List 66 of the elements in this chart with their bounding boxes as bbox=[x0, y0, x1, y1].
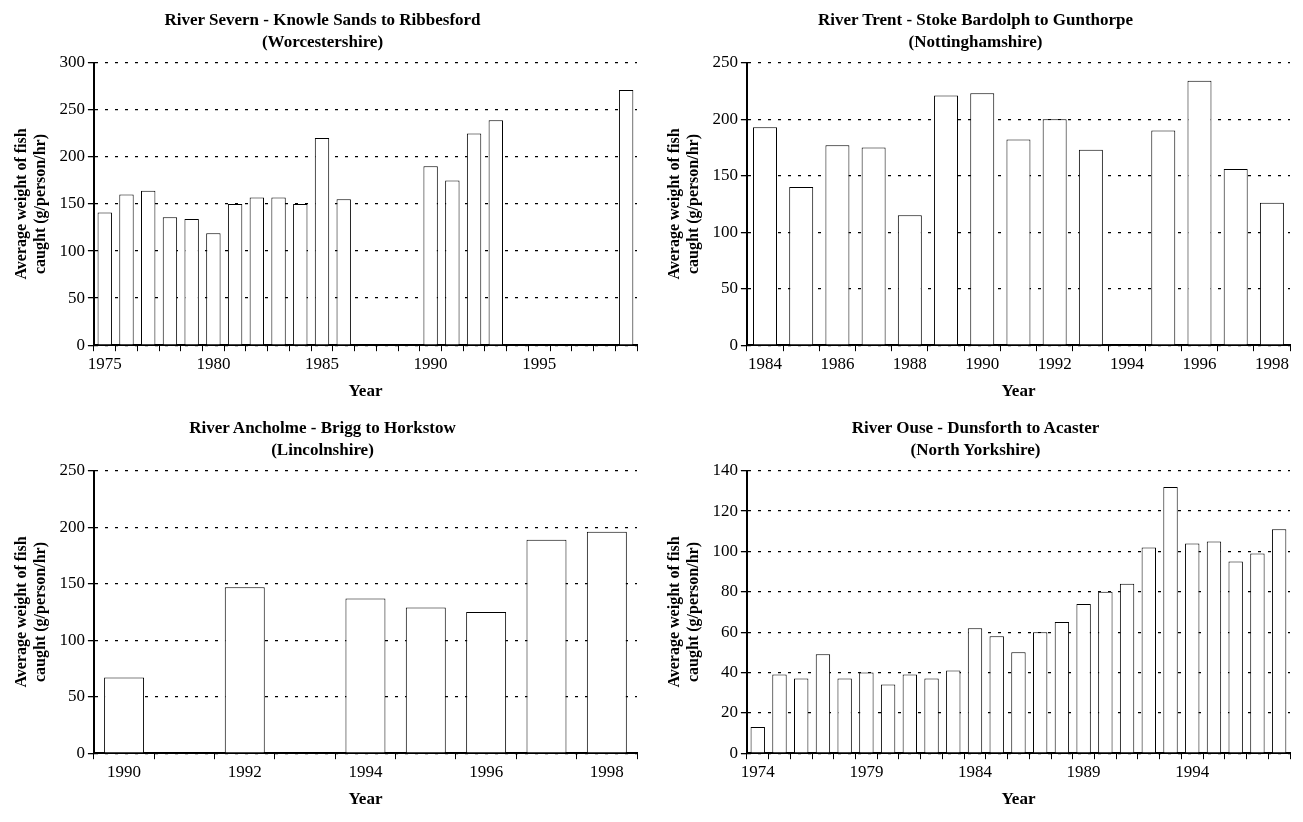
x-tick-label: 1998 bbox=[1254, 353, 1289, 373]
x-tick-label: 1974 bbox=[740, 761, 776, 781]
y-tick-label: 20 bbox=[720, 702, 738, 722]
y-tick-label: 150 bbox=[712, 165, 738, 185]
x-tick-label: 1992 bbox=[227, 761, 262, 781]
y-tick-label: 120 bbox=[712, 500, 738, 520]
chart-subtitle: (Nottinghamshire) bbox=[908, 31, 1043, 51]
x-tick-label: 1996 bbox=[469, 761, 504, 781]
y-tick-label: 50 bbox=[67, 287, 85, 307]
y-tick-label: 50 bbox=[67, 686, 85, 706]
y-tick-label: 50 bbox=[720, 278, 738, 298]
x-axis-title: Year bbox=[1001, 789, 1036, 809]
chart-subtitle: (Worcestershire) bbox=[261, 31, 384, 51]
x-tick-label: 1994 bbox=[348, 761, 383, 781]
x-tick-label: 1992 bbox=[1037, 353, 1072, 373]
x-tick-label: 1988 bbox=[892, 353, 927, 373]
x-tick-label: 1990 bbox=[107, 761, 142, 781]
y-tick-label: 140 bbox=[712, 460, 738, 480]
y-tick-label: 200 bbox=[712, 108, 738, 128]
y-axis-title: Average weight of fish caught (g/person/hr) bbox=[11, 128, 49, 280]
x-tick-label: 1984 bbox=[748, 353, 783, 373]
x-tick-label: 1989 bbox=[1066, 761, 1101, 781]
y-tick-label: 100 bbox=[59, 240, 85, 260]
y-tick-label: 150 bbox=[59, 193, 85, 213]
x-tick-label: 1986 bbox=[820, 353, 855, 373]
chart-title: River Ancholme - Brigg to Horkstow bbox=[189, 417, 457, 437]
y-tick-label: 100 bbox=[712, 221, 738, 241]
x-tick-label: 1990 bbox=[413, 353, 448, 373]
x-tick-label: 1995 bbox=[522, 353, 557, 373]
x-axis-title: Year bbox=[348, 789, 383, 809]
chart-title: River Ouse - Dunsforth to Acaster bbox=[851, 417, 1100, 437]
y-tick-label: 0 bbox=[729, 334, 738, 354]
y-tick-label: 60 bbox=[720, 621, 738, 641]
y-tick-label: 100 bbox=[59, 629, 85, 649]
chart-title: River Trent - Stoke Bardolph to Gunthorpe bbox=[817, 9, 1134, 29]
y-tick-label: 200 bbox=[59, 146, 85, 166]
y-tick-label: 250 bbox=[59, 99, 85, 119]
chart-subtitle: (Lincolnshire) bbox=[271, 439, 374, 459]
y-tick-label: 150 bbox=[59, 573, 85, 593]
x-tick-label: 1990 bbox=[965, 353, 1000, 373]
y-tick-label: 0 bbox=[729, 742, 738, 762]
y-axis-title: Average weight of fish caught (g/person/hr) bbox=[11, 536, 49, 688]
x-axis-title: Year bbox=[348, 381, 383, 401]
x-tick-label: 1979 bbox=[849, 761, 884, 781]
y-tick-label: 80 bbox=[720, 581, 738, 601]
y-tick-label: 0 bbox=[76, 742, 85, 762]
y-tick-label: 300 bbox=[59, 52, 85, 72]
y-axis-title: Average weight of fish caught (g/person/hr) bbox=[664, 536, 702, 688]
y-axis-title: Average weight of fish caught (g/person/hr) bbox=[664, 128, 702, 280]
x-tick-label: 1985 bbox=[305, 353, 339, 373]
y-tick-label: 100 bbox=[712, 540, 738, 560]
y-tick-label: 250 bbox=[712, 52, 738, 72]
chart-title: River Severn - Knowle Sands to Ribbesford bbox=[164, 9, 482, 29]
x-tick-label: 1994 bbox=[1175, 761, 1210, 781]
y-tick-label: 40 bbox=[720, 661, 738, 681]
x-tick-label: 1975 bbox=[87, 353, 122, 373]
chart-subtitle: (North Yorkshire) bbox=[910, 439, 1041, 459]
y-tick-label: 0 bbox=[76, 334, 85, 354]
x-tick-label: 1984 bbox=[958, 761, 993, 781]
x-tick-label: 1996 bbox=[1182, 353, 1217, 373]
y-tick-label: 250 bbox=[59, 460, 85, 480]
y-tick-label: 200 bbox=[59, 516, 85, 536]
x-tick-label: 1994 bbox=[1110, 353, 1145, 373]
x-axis-title: Year bbox=[1001, 381, 1036, 401]
x-tick-label: 1998 bbox=[589, 761, 624, 781]
x-tick-label: 1980 bbox=[196, 353, 231, 373]
